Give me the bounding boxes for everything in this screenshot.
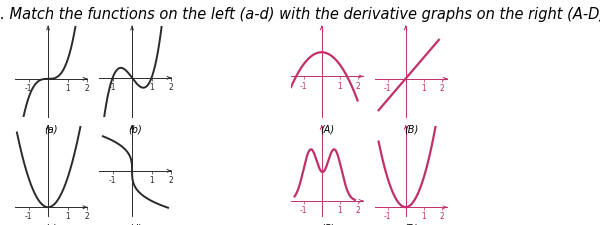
Text: (D): (D) xyxy=(404,223,419,225)
Text: (a): (a) xyxy=(44,124,58,134)
Text: (d): (d) xyxy=(128,223,142,225)
Text: (A): (A) xyxy=(320,124,334,134)
Text: 2. Match the functions on the left (a-d) with the derivative graphs on the right: 2. Match the functions on the left (a-d)… xyxy=(0,7,600,22)
Text: (C): (C) xyxy=(320,223,334,225)
Text: (B): (B) xyxy=(404,124,418,134)
Text: (c): (c) xyxy=(44,223,58,225)
Text: (b): (b) xyxy=(128,124,142,134)
